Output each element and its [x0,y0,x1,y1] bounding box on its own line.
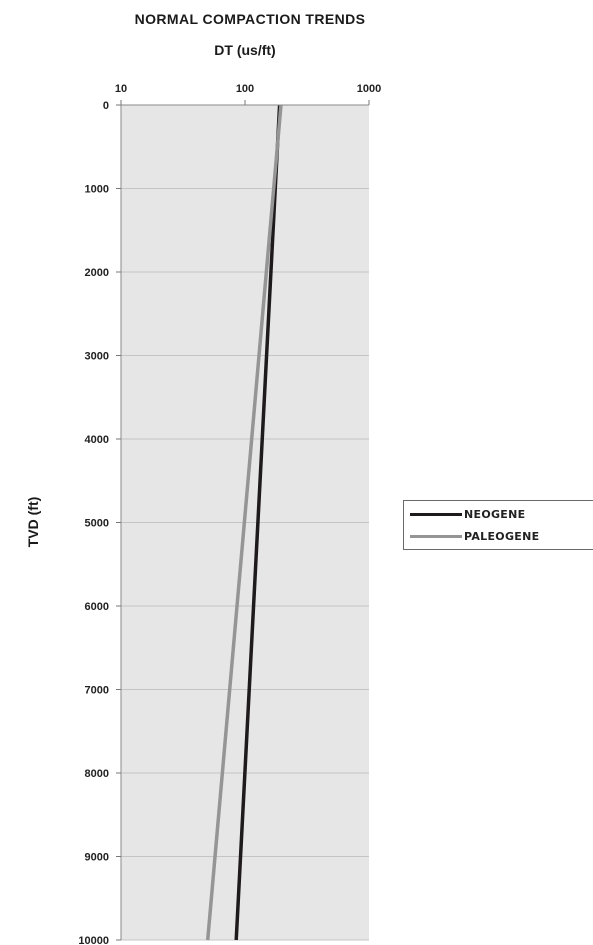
x-axis-label: DT (us/ft) [214,42,275,58]
legend: NEOGENE PALEOGENE [403,500,593,550]
y-tick-label-3000: 3000 [85,351,109,363]
y-tick-label-6000: 6000 [85,601,109,613]
y-tick-label-10000: 10000 [78,935,109,945]
y-tick-label-4000: 4000 [85,434,109,446]
y-axis-label: TVD (ft) [25,497,41,548]
legend-label-paleogene: PALEOGENE [464,529,540,543]
y-tick-label-7000: 7000 [85,685,109,697]
y-tick-label-1000: 1000 [85,184,109,196]
y-tick-label-5000: 5000 [85,518,109,530]
x-tick-labels: 10 100 1000 [115,83,381,105]
legend-item-neogene: NEOGENE [410,506,525,522]
chart-title: NORMAL COMPACTION TRENDS [135,11,366,27]
legend-swatch-neogene [410,512,462,516]
legend-swatch-paleogene [410,534,462,538]
legend-label-neogene: NEOGENE [464,507,526,521]
series-line-paleogene [205,104,283,941]
y-tick-label-9000: 9000 [85,852,109,864]
legend-item-paleogene: PALEOGENE [410,528,539,544]
x-tick-label-10: 10 [115,83,127,95]
y-tick-label-0: 0 [103,100,109,112]
y-tick-label-2000: 2000 [85,267,109,279]
series-line-neogene [234,104,282,941]
x-tick-label-100: 100 [236,83,254,95]
series-lines [205,104,283,941]
y-tick-labels: 0 1000 2000 3000 4000 5000 6000 7000 8000 9000 100… [78,100,121,945]
y-tick-label-8000: 8000 [85,768,109,780]
x-tick-label-1000: 1000 [357,83,381,95]
grid-lines [121,188,369,941]
